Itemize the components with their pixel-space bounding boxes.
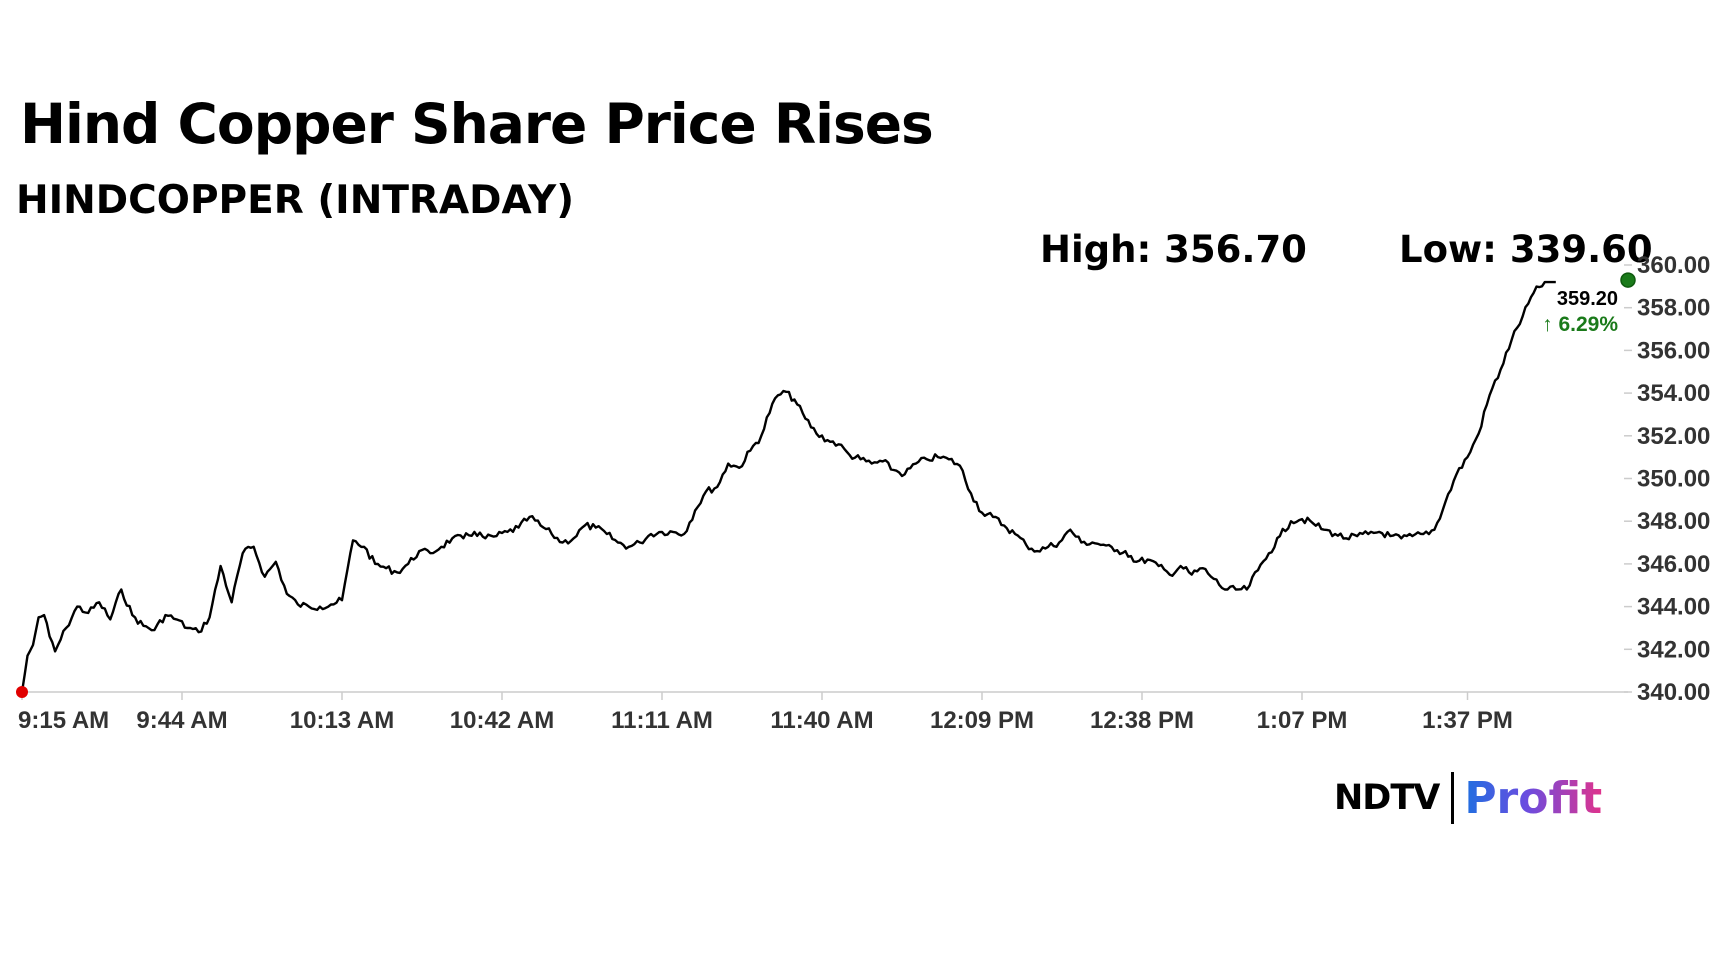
ndtv-profit-logo: NDTV Profit xyxy=(1334,770,1602,826)
last-price-label: 359.20 xyxy=(1557,288,1618,310)
y-axis: 360.00 358.00 356.00 354.00 352.00 350.00 348.… xyxy=(1624,252,1710,706)
y-tick-label: 340.00 xyxy=(1637,679,1710,706)
y-tick-label: 356.00 xyxy=(1637,337,1710,364)
last-price-marker xyxy=(1620,272,1636,288)
start-marker xyxy=(16,686,28,698)
page-title: Hind Copper Share Price Rises xyxy=(20,92,934,156)
x-tick-label: 11:40 AM xyxy=(770,707,873,734)
x-tick-label: 11:11 AM xyxy=(611,707,713,734)
logo-profit: Profit xyxy=(1464,772,1603,824)
y-tick-label: 350.00 xyxy=(1637,466,1710,493)
logo-divider xyxy=(1451,772,1455,824)
logo-ndtv: NDTV xyxy=(1334,778,1440,818)
y-tick-label: 354.00 xyxy=(1637,380,1710,407)
x-tick-label: 12:38 PM xyxy=(1090,707,1194,734)
y-tick-label: 352.00 xyxy=(1637,423,1710,450)
price-change-label: ↑ 6.29% xyxy=(1542,313,1618,336)
x-tick-label: 1:37 PM xyxy=(1422,707,1513,734)
x-tick-label: 1:07 PM xyxy=(1257,707,1348,734)
high-stat: High: 356.70 xyxy=(1040,228,1307,271)
x-tick-label: 10:13 AM xyxy=(290,707,394,734)
x-axis: 9:15 AM 9:44 AM 10:13 AM 10:42 AM 11:11 AM 11… xyxy=(18,692,1513,734)
chart-subtitle: HINDCOPPER (INTRADAY) xyxy=(16,178,575,223)
y-tick-label: 360.00 xyxy=(1637,252,1710,279)
y-tick-label: 344.00 xyxy=(1637,594,1710,621)
x-tick-label: 9:44 AM xyxy=(136,707,227,734)
y-tick-label: 346.00 xyxy=(1637,551,1710,578)
price-line xyxy=(20,280,1556,693)
x-tick-label: 12:09 PM xyxy=(930,707,1034,734)
low-stat: Low: 339.60 xyxy=(1399,228,1653,271)
x-tick-label: 9:15 AM xyxy=(18,707,109,734)
price-change-value: 6.29% xyxy=(1558,313,1618,336)
y-tick-label: 358.00 xyxy=(1637,295,1710,322)
arrow-up-icon: ↑ xyxy=(1542,313,1558,336)
y-tick-label: 342.00 xyxy=(1637,636,1710,663)
x-tick-label: 10:42 AM xyxy=(450,707,554,734)
y-tick-label: 348.00 xyxy=(1637,508,1710,535)
